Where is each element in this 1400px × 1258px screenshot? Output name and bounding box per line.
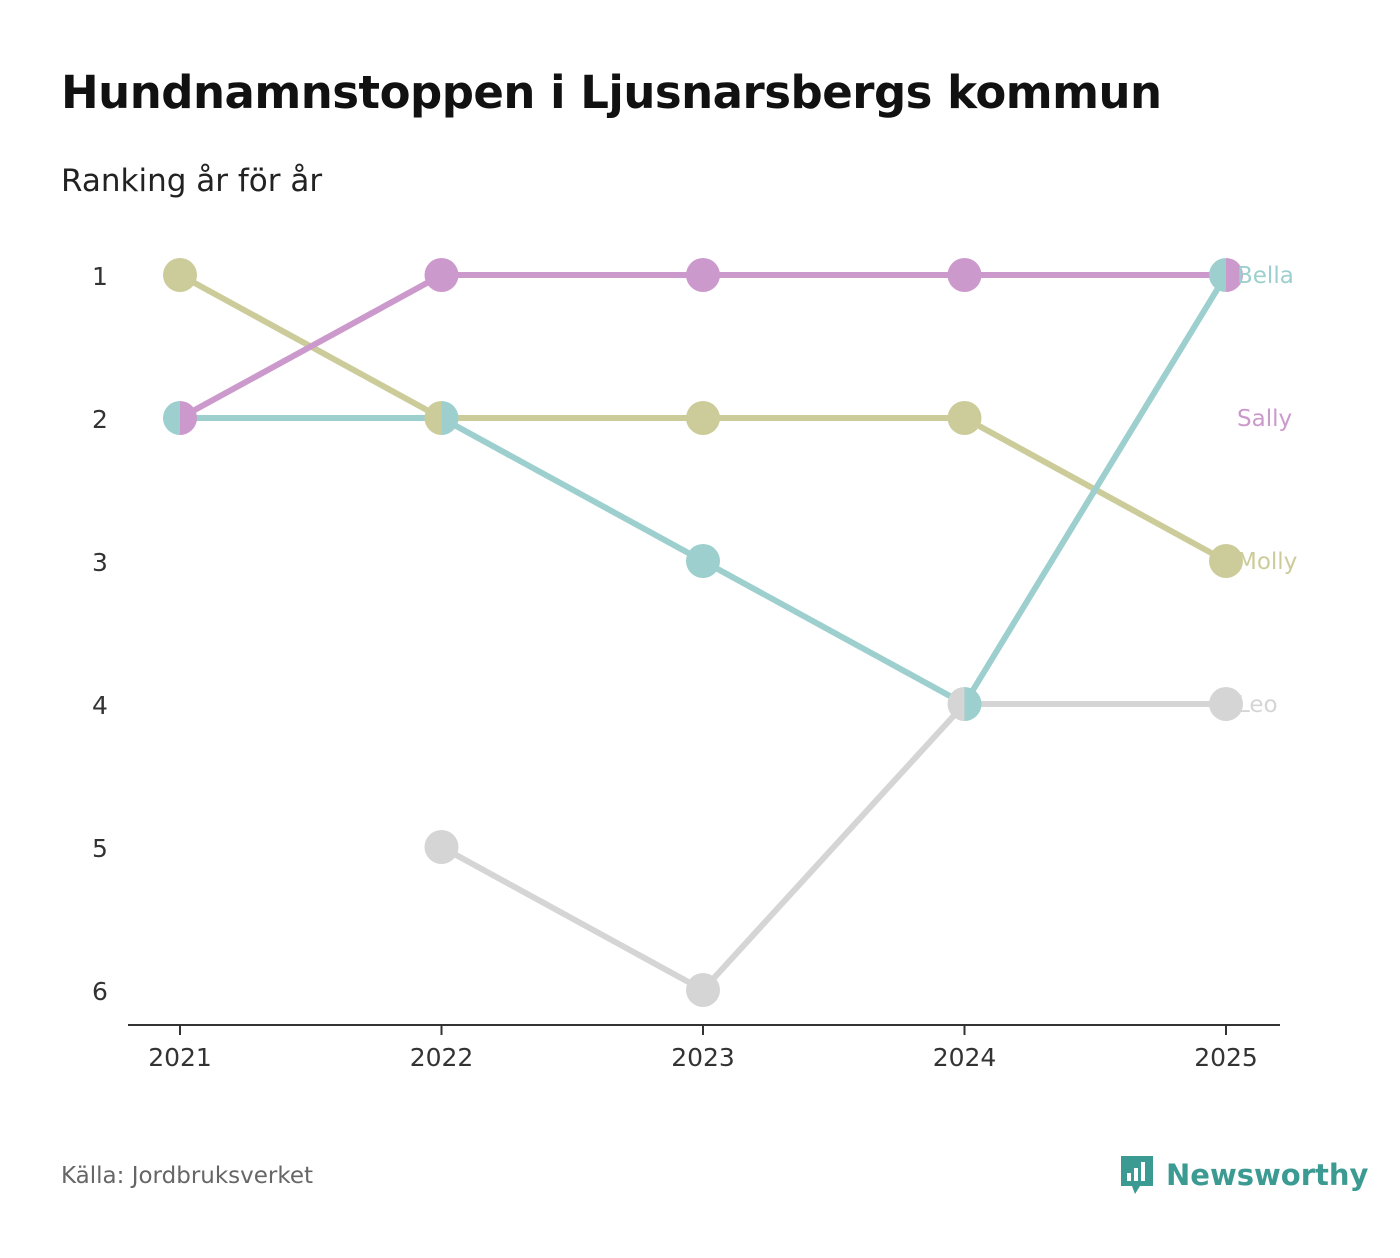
x-tick-label: 2024 [933,1043,997,1072]
data-point-bella [964,687,982,721]
series-label-sally: Sally [1237,406,1292,432]
data-point-molly [424,401,442,435]
data-point-bella [441,401,459,435]
series-label-molly: Molly [1237,549,1297,575]
data-point-sally [180,401,197,435]
data-point-sally [686,258,720,292]
series-line-leo [438,701,1229,993]
y-axis-tick-labels: 1 2 3 4 5 6 [92,262,108,1006]
series-points [163,258,1243,1007]
bar-chart-speech-bubble-icon [1121,1156,1153,1194]
data-point-molly [947,401,982,435]
data-point-sally [1226,258,1243,292]
chart-subtitle: Ranking år för år [61,163,323,199]
x-tick-label: 2025 [1194,1043,1258,1072]
data-point-bella [163,401,180,435]
y-tick-label: 5 [92,834,108,863]
source-note: Källa: Jordbruksverket [61,1163,314,1189]
data-point-sally [424,258,459,292]
series-line-sally [177,272,1229,421]
data-point-leo [1209,687,1243,721]
brand-name: Newsworthy [1166,1158,1369,1192]
data-point-molly [1209,544,1243,578]
series-line-bella [177,272,1229,707]
y-tick-label: 1 [92,262,108,291]
series-label-leo: Leo [1237,692,1278,718]
x-axis: 2021 2022 2023 2024 2025 [128,1024,1280,1072]
y-tick-label: 6 [92,977,108,1006]
data-point-leo [686,973,720,1007]
series-end-labels: Leo Molly Bella Sally [1237,263,1297,718]
y-tick-label: 2 [92,405,108,434]
x-tick-label: 2022 [410,1043,474,1072]
bump-chart: 1 2 3 4 5 6 2021 2022 2023 2024 2025 Leo Molly Bell… [92,258,1297,1072]
data-point-bella [1209,258,1226,292]
series-lines [177,272,1229,993]
series-label-bella: Bella [1237,263,1294,289]
x-tick-label: 2023 [671,1043,735,1072]
data-point-sally [947,258,982,292]
data-point-leo [424,830,459,864]
x-tick-label: 2021 [148,1043,212,1072]
data-point-leo [947,687,965,721]
data-point-bella [686,544,720,578]
data-point-molly [686,401,720,435]
brand-logo: Newsworthy [1118,1153,1368,1197]
y-tick-label: 4 [92,691,108,720]
data-point-molly [163,258,197,292]
chart-title: Hundnamnstoppen i Ljusnarsbergs kommun [61,66,1162,119]
y-tick-label: 3 [92,548,108,577]
